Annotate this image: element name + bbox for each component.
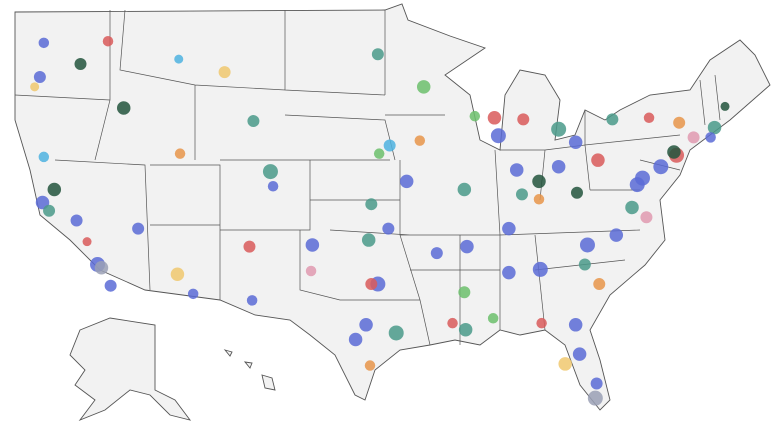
state-borders (14, 9, 721, 346)
point (447, 317, 458, 329)
point (460, 239, 474, 254)
point (458, 322, 473, 337)
point (132, 222, 145, 235)
point (361, 233, 376, 247)
point (634, 170, 650, 186)
point (509, 163, 524, 177)
point (590, 377, 603, 390)
point (609, 228, 624, 242)
point (104, 279, 117, 292)
point (457, 182, 472, 197)
point (568, 318, 583, 332)
point (653, 159, 669, 175)
point (551, 121, 567, 137)
point (502, 221, 516, 236)
point (568, 135, 583, 149)
point (247, 115, 260, 128)
point (33, 71, 46, 84)
point (82, 237, 92, 247)
point (720, 101, 730, 111)
point (70, 214, 83, 227)
alaska (69, 317, 192, 422)
point (430, 247, 443, 260)
point (517, 113, 530, 126)
point (371, 48, 384, 61)
point (102, 35, 114, 47)
point (74, 58, 87, 71)
point (487, 111, 502, 125)
point (490, 128, 506, 144)
point (515, 188, 528, 201)
point (359, 318, 373, 332)
point (30, 82, 40, 92)
point (246, 295, 258, 306)
points (30, 35, 730, 406)
point (587, 390, 603, 406)
point (94, 261, 109, 275)
point (707, 120, 722, 135)
point (364, 360, 376, 371)
point (487, 313, 499, 324)
point (174, 148, 186, 159)
point (593, 278, 606, 291)
point (414, 135, 426, 146)
contiguous-us (14, 3, 771, 411)
point (43, 204, 56, 217)
point (243, 240, 256, 253)
point (572, 347, 587, 361)
point (38, 151, 50, 163)
point (382, 222, 395, 235)
point (667, 145, 681, 159)
point (262, 164, 278, 180)
point (579, 237, 595, 253)
point (578, 258, 591, 271)
basemap (14, 3, 771, 422)
point (399, 174, 414, 189)
point (174, 54, 184, 64)
point (532, 174, 546, 189)
point (218, 66, 231, 79)
point (640, 211, 653, 224)
point (267, 181, 279, 192)
point (502, 265, 516, 280)
hawaii (223, 349, 276, 391)
point (305, 265, 317, 277)
point (38, 37, 50, 49)
point (469, 110, 481, 122)
point (673, 116, 686, 129)
point (187, 288, 199, 300)
point (170, 267, 185, 282)
point (388, 325, 404, 341)
point (551, 159, 566, 174)
point (365, 198, 378, 211)
point (533, 194, 545, 205)
point (625, 200, 639, 215)
point (687, 131, 700, 144)
point (383, 139, 396, 152)
point (705, 132, 716, 143)
point (116, 101, 131, 115)
point (305, 238, 320, 252)
point (591, 153, 605, 167)
point (558, 357, 572, 371)
point (348, 332, 363, 347)
point (47, 182, 62, 197)
point (570, 186, 583, 199)
point (532, 261, 548, 277)
point (458, 286, 471, 299)
point (606, 113, 619, 126)
point (536, 317, 547, 329)
point (643, 112, 655, 124)
point (416, 80, 431, 94)
point (373, 148, 385, 159)
point (365, 278, 378, 291)
